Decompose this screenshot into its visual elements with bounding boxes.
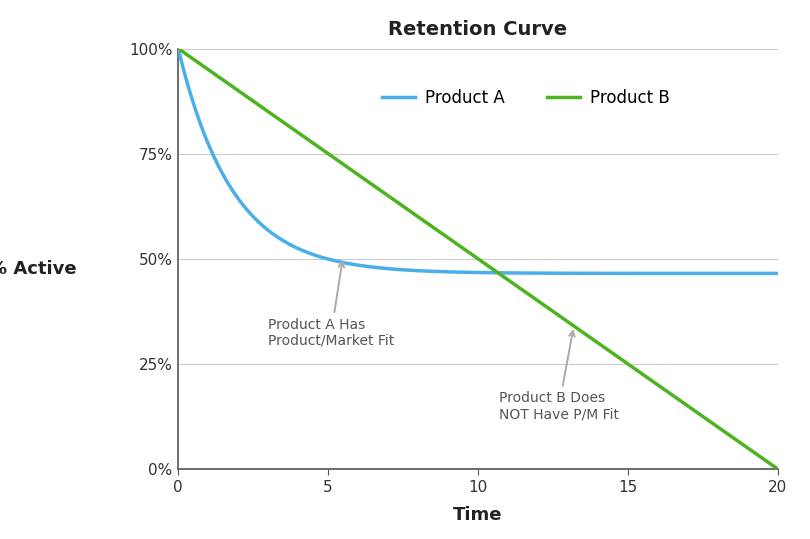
Text: % Active: % Active	[0, 260, 76, 279]
X-axis label: Time: Time	[453, 506, 503, 524]
Text: Product A Has
Product/Market Fit: Product A Has Product/Market Fit	[268, 261, 394, 348]
Text: Product B Does
NOT Have P/M Fit: Product B Does NOT Have P/M Fit	[499, 331, 619, 421]
Title: Retention Curve: Retention Curve	[388, 19, 568, 39]
Legend: Product A, Product B: Product A, Product B	[375, 82, 676, 113]
